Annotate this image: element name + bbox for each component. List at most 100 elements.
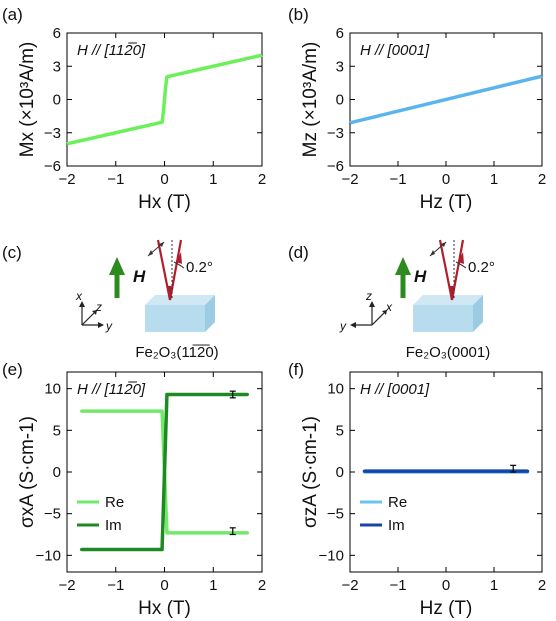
chart-b-magnetization-z: −2 −1 0 1 2 −6 −3 0 3 6 Hz (T) Mz (×10³A/m) H // [00…	[300, 25, 546, 213]
axis-y-label: y	[339, 319, 347, 333]
y-tick-label: 0	[336, 92, 344, 109]
panel-label-b: (b)	[288, 5, 309, 24]
field-direction-annotation: H // [112̅0]	[77, 42, 146, 59]
angle-label: 0.2°	[468, 259, 495, 276]
y-tick-label: 5	[336, 422, 344, 439]
x-tick-label: 0	[442, 577, 450, 594]
y-tick-label: −3	[327, 125, 344, 142]
y-axis-title: σzA (S·cm-1)	[300, 416, 321, 528]
y-tick-label: 3	[336, 58, 344, 75]
series-point	[165, 531, 169, 535]
x-tick-label: 0	[442, 171, 450, 188]
series-point	[80, 409, 84, 413]
y-tick-label: 0	[53, 92, 61, 109]
y-tick-label: −6	[327, 158, 344, 175]
axis-z-label: z	[95, 300, 102, 314]
series-point	[245, 392, 249, 397]
crystal-block	[145, 295, 215, 332]
x-tick-label: −1	[107, 577, 124, 594]
y-tick-label: 6	[53, 25, 61, 42]
chart-a-magnetization-x: −2 −1 0 1 2 −6 −3 0 3 6 Hx (T) Mx (×10³A/m) H // [11…	[17, 25, 266, 213]
crystal-block	[413, 295, 483, 332]
x-tick-label: 2	[258, 577, 266, 594]
x-tick-label: −2	[58, 577, 75, 594]
x-tick-label: −1	[389, 577, 406, 594]
legend-label-im: Im	[388, 517, 405, 534]
x-tick-label: 1	[490, 577, 498, 594]
incident-reflected-beam	[429, 239, 467, 301]
x-tick-label: 1	[490, 171, 498, 188]
series-point	[80, 547, 84, 552]
series-point	[526, 469, 530, 473]
field-arrow	[109, 257, 125, 298]
y-tick-label: −10	[36, 547, 61, 564]
x-axis-title: Hz (T)	[420, 192, 473, 213]
x-axis-title: Hx (T)	[138, 192, 191, 213]
axis-z-label: z	[365, 289, 372, 303]
x-tick-label: 0	[160, 171, 168, 188]
y-tick-label: −10	[319, 547, 344, 564]
y-axis-title: Mz (×10³A/m)	[300, 42, 321, 158]
field-arrow	[395, 257, 411, 298]
x-tick-label: 0	[160, 577, 168, 594]
x-tick-label: −2	[341, 577, 358, 594]
x-tick-label: −2	[341, 171, 358, 188]
series-point	[245, 531, 249, 535]
y-tick-label: −6	[44, 158, 61, 175]
panel-label-f: (f)	[288, 360, 304, 379]
axis-x-label: x	[75, 289, 83, 303]
crystal-label: Fe₂O₃(0001)	[406, 344, 490, 361]
x-tick-label: 2	[538, 171, 546, 188]
field-label: H	[414, 267, 427, 286]
field-label: H	[133, 267, 146, 286]
panel-label-a: (a)	[2, 5, 23, 24]
panel-label-c: (c)	[2, 243, 22, 262]
series-point	[160, 547, 164, 552]
legend-label-re: Re	[105, 494, 124, 511]
y-axis-title: σxA (S·cm-1)	[17, 416, 38, 528]
axis-x-label: x	[385, 300, 393, 314]
axis-y-label: y	[105, 319, 113, 333]
legend-label-re: Re	[388, 494, 407, 511]
legend-label-im: Im	[105, 517, 122, 534]
diagram-c-setup: H 0.2° x z y Fe₂O₃(11̅2̅	[75, 239, 219, 361]
series-point	[362, 469, 366, 473]
series-line-im	[81, 392, 248, 552]
y-tick-label: 3	[53, 58, 61, 75]
x-tick-label: −2	[58, 171, 75, 188]
x-tick-label: 1	[209, 577, 217, 594]
field-direction-annotation: H // [0001]	[360, 381, 430, 398]
x-axis-title: Hx (T)	[138, 598, 191, 619]
y-tick-label: 10	[44, 381, 61, 398]
series-line-data	[66, 53, 263, 146]
angle-label: 0.2°	[186, 259, 213, 276]
y-tick-label: 0	[53, 464, 61, 481]
x-axis-title: Hz (T)	[420, 598, 473, 619]
x-tick-label: 2	[258, 171, 266, 188]
series-point	[165, 392, 169, 397]
panel-label-d: (d)	[288, 243, 309, 262]
panel-label-e: (e)	[2, 360, 23, 379]
axes-triad	[79, 301, 104, 328]
crystal-label: Fe₂O₃(11̅2̅0)	[135, 344, 218, 361]
axes-triad	[350, 301, 387, 328]
diagram-d-setup: H 0.2° z x y Fe₂O₃(0001)	[339, 239, 495, 361]
y-tick-label: −5	[327, 506, 344, 523]
x-tick-label: −1	[389, 171, 406, 188]
y-tick-label: −3	[44, 125, 61, 142]
y-tick-label: 6	[336, 25, 344, 42]
incident-reflected-beam	[147, 239, 185, 301]
series-point	[160, 409, 164, 413]
x-tick-label: 2	[538, 577, 546, 594]
series-line-data	[349, 74, 543, 125]
field-direction-annotation: H // [0001]	[360, 42, 430, 59]
y-tick-label: 0	[336, 464, 344, 481]
field-direction-annotation: H // [112̅0]	[77, 381, 146, 398]
y-tick-label: 10	[327, 381, 344, 398]
y-tick-label: −5	[44, 506, 61, 523]
x-tick-label: 1	[209, 171, 217, 188]
y-axis-title: Mx (×10³A/m)	[17, 42, 38, 158]
